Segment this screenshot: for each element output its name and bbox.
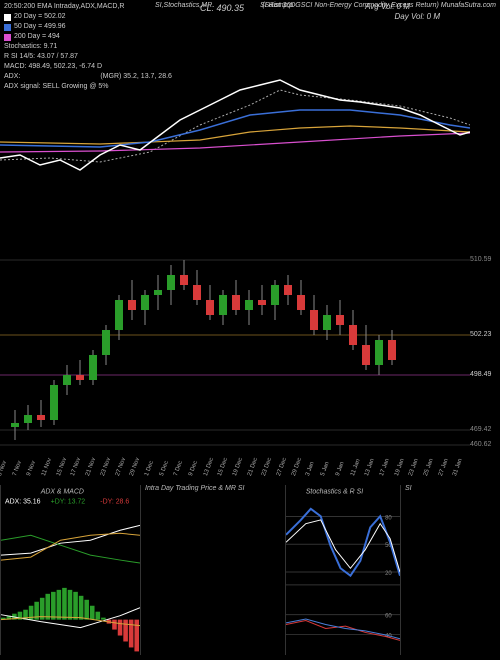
stochastics-panel: Stochastics & R SI8050206040 (285, 485, 400, 655)
intraday-title: Intra Day Trading Price & MR SI (145, 485, 244, 492)
cl-label: CL: 490.35 (200, 3, 244, 13)
si-panel: SI (400, 485, 500, 655)
svg-text:Stochastics & R SI: Stochastics & R SI (306, 489, 363, 496)
svg-text:ADX & MACD: ADX & MACD (40, 489, 84, 496)
si-title: SI (405, 485, 412, 492)
intraday-panel: Intra Day Trading Price & MR SI (140, 485, 285, 655)
ema-chart (0, 60, 470, 220)
svg-text:20: 20 (385, 571, 392, 577)
day-vol: Day Vol: 0 M (395, 12, 441, 21)
stoch-label: Stochastics: 9.71 (4, 43, 57, 50)
title-prefix: 20:50:200 EMA Intraday,ADX,MACD,R (4, 2, 124, 12)
bottom-panels: ADX & MACDADX: 35.16+DY: 13.72-DY: 28.6 … (0, 485, 500, 655)
svg-text:80: 80 (385, 515, 392, 521)
candle-chart (0, 235, 470, 455)
ema200-label: 200 Day = 494 (14, 32, 60, 42)
adx-macd-panel: ADX & MACD ADX: 35.16 +DY: 13.72 -DY: 28.6 (0, 485, 140, 655)
rsi-label: R SI 14/5: 43.07 / 57.87 (4, 53, 78, 60)
date-axis: 5 Nov7 Nov9 Nov11 Nov15 Nov17 Nov21 Nov2… (0, 458, 470, 478)
svg-text:ADX: 35.16: ADX: 35.16 (5, 498, 41, 505)
svg-text:-DY: 28.6: -DY: 28.6 (100, 498, 129, 505)
svg-text:+DY: 13.72: +DY: 13.72 (51, 498, 86, 505)
svg-text:60: 60 (385, 614, 392, 620)
ema50-label: 50 Day = 499.96 (14, 22, 66, 32)
avg-vol: Avg Vol: 0 M (365, 2, 410, 11)
ema20-label: 20 Day = 502.02 (14, 12, 66, 22)
